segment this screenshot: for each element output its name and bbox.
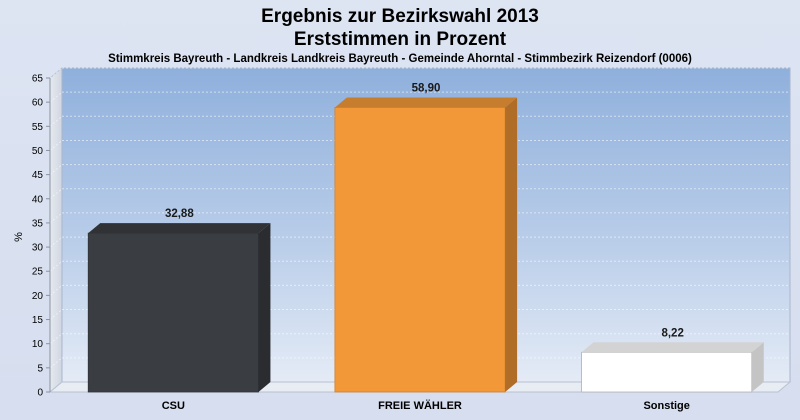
gridline-side (49, 115, 63, 127)
y-tick-label: 30 (32, 243, 44, 254)
bar: 58,90 (334, 82, 518, 393)
y-tick-label: 15 (32, 315, 44, 326)
bar-value-label: 58,90 (412, 82, 441, 94)
gridline-side (49, 188, 63, 200)
bar: 32,88 (87, 208, 271, 393)
gridline-side (49, 91, 63, 103)
y-tick-label: 25 (32, 267, 44, 278)
x-tick-label: FREIE WÄHLER (378, 399, 462, 412)
gridline-side (49, 309, 63, 320)
gridline-side (49, 285, 63, 296)
gridline-side (49, 333, 63, 345)
gridline-side (49, 236, 63, 248)
bar: 8,22 (581, 327, 764, 393)
bar-front (334, 107, 506, 393)
chart-subtitle: Erststimmen in Prozent (293, 29, 507, 50)
bar-side (505, 97, 518, 393)
y-axis: 0 5 10 15 20 25 30 35 40 45 50 55 60 65 (32, 74, 51, 399)
plot-side-wall (49, 66, 63, 394)
y-tick-label: 5 (37, 363, 43, 374)
bar-side (751, 342, 764, 392)
bar-top (88, 223, 271, 234)
y-tick-label: 35 (32, 218, 44, 229)
y-tick-label: 60 (32, 98, 44, 109)
y-tick-label: 45 (32, 170, 44, 181)
x-axis: CSU FREIE WÄHLER Sonstige (162, 399, 690, 412)
gridline-side (49, 164, 63, 175)
bar-top (581, 342, 764, 353)
gridline-side (49, 140, 63, 151)
chart-title: Ergebnis zur Bezirkswahl 2013 (261, 6, 539, 27)
x-tick-label: Sonstige (643, 400, 689, 412)
y-tick-label: 40 (32, 194, 44, 205)
bar-front (87, 232, 259, 393)
y-tick-label: 20 (32, 291, 44, 302)
bar-value-label: 8,22 (661, 327, 683, 339)
gridline-side (49, 260, 63, 272)
y-tick-label: 10 (32, 339, 44, 350)
bar-top (334, 97, 518, 108)
y-tick-label: 65 (32, 74, 44, 85)
bars: 32,88 58,90 8,22 (87, 82, 764, 393)
y-tick-label: 55 (32, 122, 44, 133)
chart-description: Stimmkreis Bayreuth - Landkreis Landkrei… (108, 53, 692, 65)
gridline-side (49, 357, 63, 369)
gridline-side (49, 67, 63, 79)
x-tick-label: CSU (162, 400, 185, 412)
y-axis-title: % (13, 232, 25, 242)
bar-side (258, 223, 271, 392)
bar-front (581, 351, 753, 393)
bar-value-label: 32,88 (165, 208, 194, 220)
gridline-side (49, 212, 63, 224)
y-tick-label: 50 (32, 146, 44, 157)
y-tick-label: 0 (37, 388, 43, 399)
